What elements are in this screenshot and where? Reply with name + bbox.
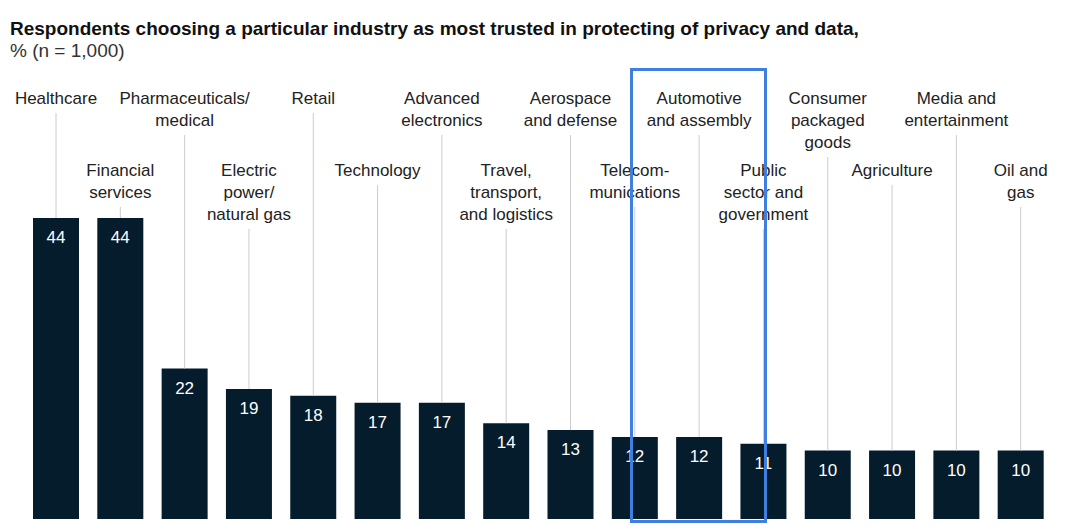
svg-text:Healthcare: Healthcare	[15, 89, 97, 108]
svg-text:10: 10	[947, 461, 966, 480]
svg-text:44: 44	[47, 228, 66, 247]
svg-text:Telecom-munications: Telecom-munications	[589, 161, 680, 202]
svg-text:Retail: Retail	[292, 89, 335, 108]
svg-text:Publicsector andgovernment: Publicsector andgovernment	[719, 161, 809, 224]
svg-text:Travel,transport,and logistics: Travel,transport,and logistics	[459, 161, 553, 224]
html-text:Respondents choosing a particu: Respondents choosing a particular indust…	[10, 18, 859, 39]
svg-text:14: 14	[497, 433, 516, 452]
svg-text:Oil andgas: Oil andgas	[994, 161, 1048, 202]
svg-text:Financialservices: Financialservices	[86, 161, 154, 202]
svg-text:19: 19	[239, 399, 258, 418]
svg-text:22: 22	[175, 379, 194, 398]
html-text:% (n = 1,000): % (n = 1,000)	[10, 40, 125, 61]
svg-text:17: 17	[368, 413, 387, 432]
svg-text:Consumerpackagedgoods: Consumerpackagedgoods	[789, 89, 868, 152]
svg-text:Technology: Technology	[335, 161, 422, 180]
svg-text:44: 44	[111, 228, 130, 247]
svg-text:11: 11	[755, 454, 773, 473]
svg-text:17: 17	[432, 413, 451, 432]
svg-text:12: 12	[625, 447, 644, 466]
svg-text:10: 10	[818, 461, 837, 480]
svg-text:Media andentertainment: Media andentertainment	[904, 89, 1008, 130]
svg-text:18: 18	[304, 406, 323, 425]
svg-text:10: 10	[1011, 461, 1030, 480]
svg-text:Advancedelectronics: Advancedelectronics	[401, 89, 482, 130]
svg-text:Pharmaceuticals/medical: Pharmaceuticals/medical	[119, 89, 250, 130]
svg-text:Electricpower/natural gas: Electricpower/natural gas	[207, 161, 291, 224]
svg-text:Agriculture: Agriculture	[851, 161, 932, 180]
svg-text:10: 10	[883, 461, 902, 480]
svg-text:Automotiveand assembly: Automotiveand assembly	[647, 89, 752, 130]
svg-text:Aerospaceand defense: Aerospaceand defense	[524, 89, 618, 130]
svg-text:12: 12	[690, 447, 709, 466]
svg-text:13: 13	[561, 440, 580, 459]
